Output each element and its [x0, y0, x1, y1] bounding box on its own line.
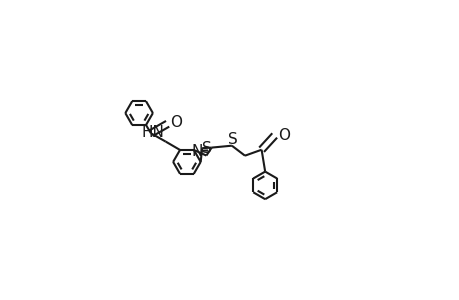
Text: HN: HN — [141, 125, 164, 140]
Text: O: O — [170, 115, 182, 130]
Text: N: N — [190, 144, 202, 159]
Text: O: O — [277, 128, 289, 143]
Text: S: S — [201, 141, 211, 156]
Text: S: S — [228, 132, 238, 147]
